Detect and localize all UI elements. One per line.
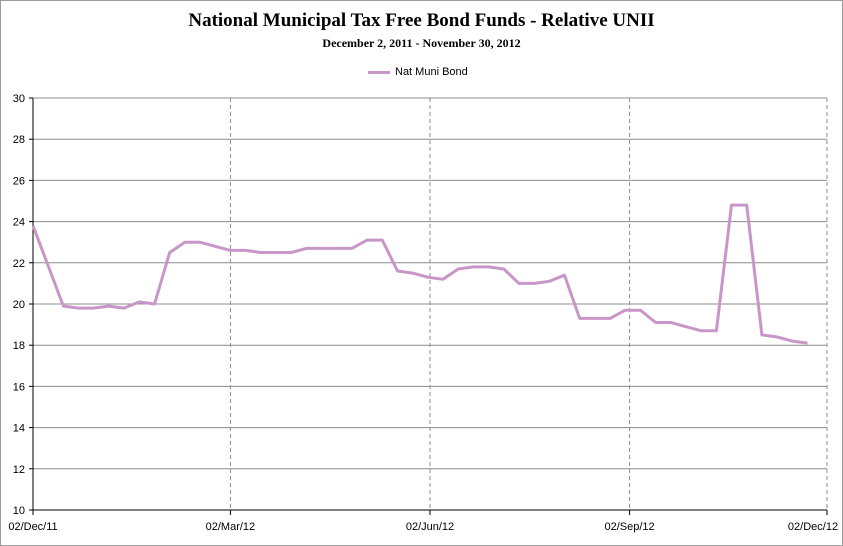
series-line-nat-muni-bond — [31, 203, 808, 345]
data-point — [92, 307, 95, 310]
series — [31, 203, 809, 345]
data-point — [472, 265, 475, 268]
y-tick-label: 10 — [13, 505, 25, 517]
data-point — [624, 309, 627, 312]
data-point — [548, 280, 551, 283]
data-point — [654, 321, 657, 324]
data-point — [426, 276, 429, 279]
data-point — [533, 282, 536, 285]
y-tick-label: 12 — [13, 464, 25, 476]
data-point — [229, 249, 232, 252]
data-point — [715, 329, 718, 332]
data-point — [700, 329, 703, 332]
data-point — [730, 204, 733, 207]
y-tick-label: 24 — [13, 217, 25, 229]
data-point — [335, 247, 338, 250]
data-point — [381, 239, 384, 242]
data-point — [62, 305, 65, 308]
legend: Nat Muni Bond — [368, 64, 468, 80]
x-tick-label: 02/Dec/11 — [8, 521, 57, 533]
data-point — [684, 325, 687, 328]
data-point — [168, 251, 171, 254]
data-point — [123, 307, 126, 310]
data-point — [563, 274, 566, 277]
data-point — [290, 251, 293, 254]
legend-label: Nat Muni Bond — [395, 66, 468, 78]
data-point — [396, 270, 399, 273]
data-point — [578, 317, 581, 320]
data-point — [77, 307, 80, 310]
grid — [33, 97, 828, 510]
data-point — [107, 305, 110, 308]
y-tick-label: 16 — [13, 381, 25, 393]
x-tick-label: 02/Sep/12 — [605, 521, 655, 533]
data-point — [320, 247, 323, 250]
y-tick-label: 28 — [13, 134, 25, 146]
data-point — [609, 317, 612, 320]
data-point — [593, 317, 596, 320]
y-tick-label: 30 — [13, 93, 25, 105]
data-point — [366, 239, 369, 242]
chart-title: National Municipal Tax Free Bond Funds -… — [188, 10, 655, 31]
data-point — [457, 267, 460, 270]
y-tick-label: 18 — [13, 340, 25, 352]
chart-subtitle: December 2, 2011 - November 30, 2012 — [322, 36, 521, 50]
data-point — [153, 303, 156, 306]
data-point — [183, 241, 186, 244]
legend-swatch — [368, 70, 390, 74]
data-point — [199, 241, 202, 244]
y-tick-label: 14 — [13, 423, 25, 435]
y-tick-label: 22 — [13, 258, 25, 270]
data-point — [806, 342, 809, 345]
y-tick-label: 26 — [13, 175, 25, 187]
data-point — [502, 267, 505, 270]
data-point — [745, 204, 748, 207]
data-point — [305, 247, 308, 250]
data-point — [442, 278, 445, 281]
data-point — [487, 265, 490, 268]
tick-labels: 10 12 14 16 18 20 22 24 26 28 30 02/Dec/11 02/Mar/12… — [8, 93, 838, 533]
data-point — [639, 309, 642, 312]
data-point — [517, 282, 520, 285]
data-point — [411, 272, 414, 275]
data-point — [776, 335, 779, 338]
data-point — [669, 321, 672, 324]
data-point — [350, 247, 353, 250]
data-point — [214, 245, 217, 248]
x-tick-label: 02/Dec/12 — [788, 521, 838, 533]
x-tick-label: 02/Jun/12 — [406, 521, 454, 533]
data-point — [244, 249, 247, 252]
data-point — [760, 333, 763, 336]
data-point — [32, 224, 35, 227]
data-point — [259, 251, 262, 254]
axes — [29, 97, 828, 515]
x-tick-label: 02/Mar/12 — [206, 521, 256, 533]
data-point — [791, 340, 794, 343]
data-point — [138, 300, 141, 303]
y-tick-label: 20 — [13, 299, 25, 311]
